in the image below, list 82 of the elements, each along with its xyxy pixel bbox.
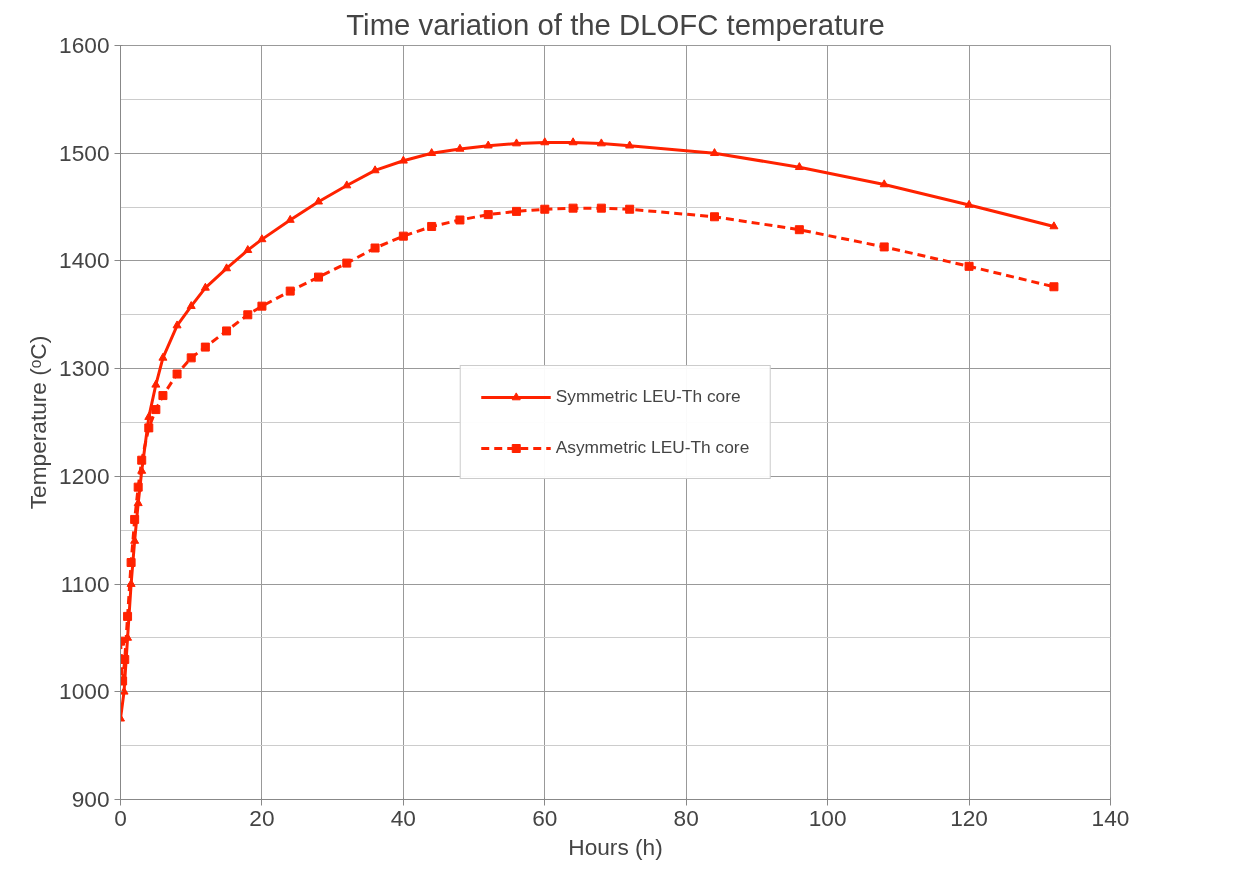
point [512,138,521,147]
point [370,165,380,174]
point [483,140,493,149]
y-tick-label: 1400 [59,247,110,274]
y-tick-label: 1100 [60,570,110,597]
chart-title: Time variation of the DLOFC temperature [346,7,885,41]
point [879,242,889,252]
x-tick-label: 20 [249,804,275,831]
y-tick-label: 1200 [59,462,110,489]
point [879,179,889,188]
point [964,199,974,208]
point [1049,221,1059,230]
point [370,243,380,253]
point [964,261,974,271]
point [398,231,408,241]
point [596,138,606,147]
point [512,206,521,216]
point [158,391,168,401]
y-tick-label: 1300 [59,355,110,382]
point [158,352,168,361]
x-tick-label: 80 [673,804,699,831]
point [710,212,719,222]
point [243,310,253,320]
x-tick-label: 40 [390,804,416,831]
point [455,143,465,152]
point [172,320,182,329]
point [200,282,210,291]
point [342,180,352,189]
x-tick-label: 100 [808,804,847,831]
legend-label: Asymmetric LEU-Th core [555,437,750,458]
point [285,286,295,296]
point [314,272,323,282]
point [186,353,196,363]
y-axis-title: Temperature (ᵒC) [25,335,52,510]
y-tick-label: 1600 [59,32,110,58]
point [257,234,267,243]
point [314,196,323,205]
point [342,258,352,268]
point [151,405,161,415]
point [151,379,161,388]
y-tick-label: 1500 [59,139,110,166]
point [144,412,154,420]
point [130,514,140,524]
point [568,137,578,146]
point [483,210,493,220]
point [568,203,578,213]
point [398,155,408,164]
point [596,203,606,213]
y-tick-label: 900 [71,786,110,812]
point [285,214,295,223]
x-tick-label: 60 [532,804,558,831]
legend-label: Symmetric LEU-Th core [555,386,741,407]
point [540,204,550,214]
point [186,301,196,309]
x-axis-title: Hours (h) [568,833,663,860]
point [625,140,635,149]
point [200,342,210,352]
point [144,423,154,433]
y-tick-label: 1000 [59,678,110,705]
point [222,326,232,336]
point [133,482,143,492]
x-tick-label: 140 [1091,804,1130,831]
point [794,225,804,235]
point [222,263,232,272]
point [794,162,804,171]
point [1049,282,1059,292]
point [455,215,465,225]
point [427,148,437,157]
point [243,245,253,253]
point [257,301,267,311]
point [137,455,147,465]
x-tick-label: 120 [950,804,988,831]
point [172,369,182,379]
point [126,558,136,568]
point [123,611,133,621]
point [625,204,635,214]
point [427,221,437,231]
point [120,676,128,686]
point [120,654,130,664]
point [540,137,550,146]
x-tick-label: 0 [114,804,127,831]
point [710,148,719,157]
